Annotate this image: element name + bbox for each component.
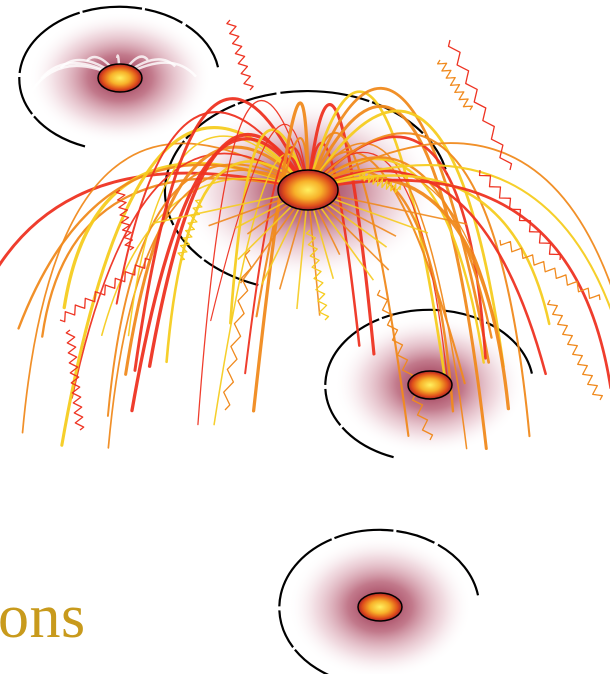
top-left-burst-halo-outline bbox=[18, 5, 220, 148]
streak-36 bbox=[306, 132, 531, 438]
streak-11 bbox=[124, 145, 310, 376]
spark-squiggle-7 bbox=[59, 257, 151, 323]
spark-squiggle-12 bbox=[376, 289, 434, 441]
spark-squiggle-1 bbox=[447, 39, 513, 171]
streak-43 bbox=[306, 164, 610, 311]
streak-24 bbox=[251, 101, 310, 413]
streak-32 bbox=[306, 109, 505, 368]
right-burst-halo-outline bbox=[324, 308, 533, 459]
streak-45 bbox=[306, 174, 551, 326]
spark-squiggle-2 bbox=[478, 169, 562, 261]
spark-squiggle-10 bbox=[305, 229, 330, 321]
spark-squiggle-5 bbox=[226, 19, 254, 91]
streak-21 bbox=[244, 146, 309, 375]
burst-cores bbox=[97, 63, 453, 622]
streak-41 bbox=[307, 142, 610, 286]
spark-squiggles bbox=[59, 19, 603, 441]
streak-29 bbox=[306, 86, 491, 364]
streak-25 bbox=[306, 102, 376, 356]
spark-squiggle-4 bbox=[547, 299, 603, 401]
caption-text: ons bbox=[0, 583, 86, 651]
bottom-burst-halo-outline bbox=[278, 528, 480, 674]
streak-6 bbox=[107, 169, 309, 449]
spark-squiggle-8 bbox=[65, 329, 85, 431]
spark-squiggle-14 bbox=[177, 199, 203, 261]
streak-20 bbox=[213, 153, 309, 426]
streak-28 bbox=[306, 90, 446, 377]
streak-18 bbox=[229, 128, 310, 325]
streak-22 bbox=[210, 123, 309, 322]
streak-42 bbox=[306, 169, 547, 376]
streak-12 bbox=[127, 135, 309, 337]
streak-16 bbox=[147, 132, 310, 368]
spark-squiggle-3 bbox=[499, 239, 601, 301]
spark-squiggle-9 bbox=[223, 249, 252, 411]
spark-squiggle-11 bbox=[359, 171, 401, 194]
main-burst-core bbox=[277, 169, 339, 211]
streak-7 bbox=[106, 163, 309, 417]
streak-19 bbox=[197, 100, 309, 426]
streak-10 bbox=[165, 160, 310, 364]
top-left-burst-core bbox=[97, 63, 143, 93]
streak-30 bbox=[306, 105, 488, 451]
streak-2 bbox=[0, 171, 310, 267]
streak-17 bbox=[133, 97, 310, 372]
right-burst-core bbox=[407, 370, 453, 400]
spark-squiggle-6 bbox=[115, 189, 135, 251]
streak-38 bbox=[306, 156, 493, 339]
spark-squiggle-13 bbox=[436, 59, 474, 111]
firework-streaks bbox=[0, 54, 610, 451]
bottom-burst-core bbox=[357, 592, 403, 622]
